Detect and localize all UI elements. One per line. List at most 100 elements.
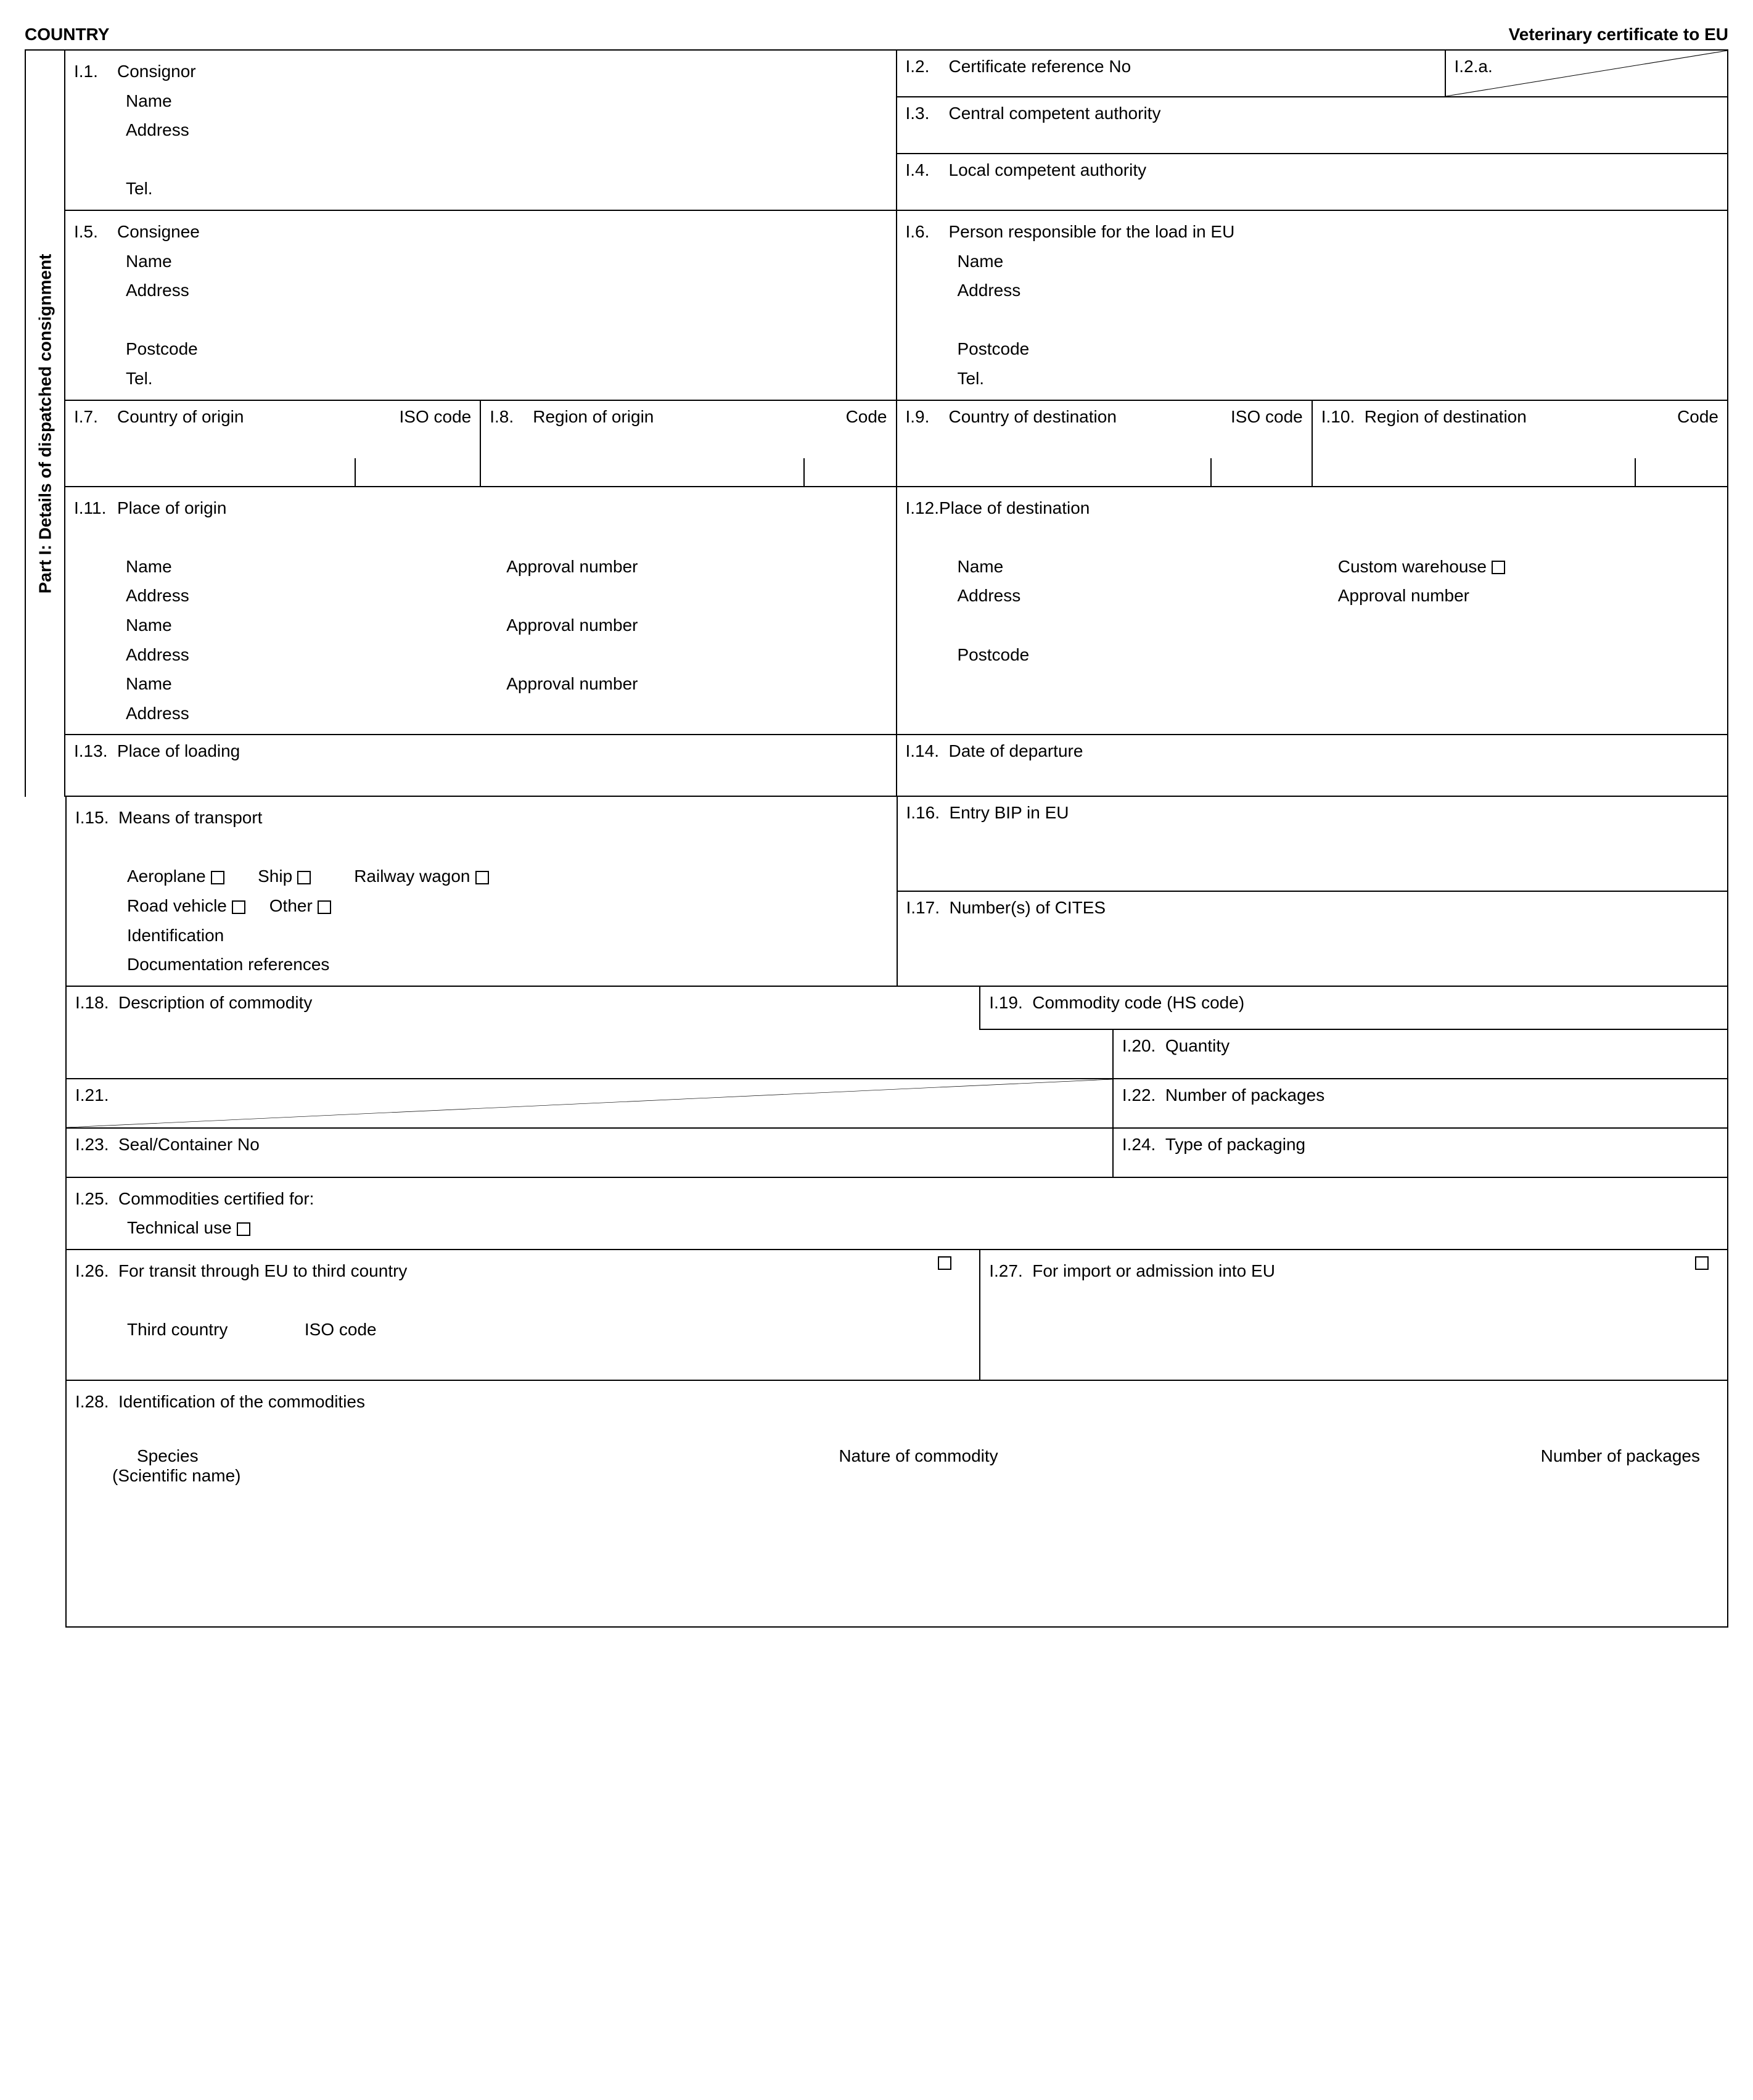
header-row: COUNTRY Veterinary certificate to EU bbox=[25, 25, 1728, 44]
field-i16: I.16.Entry BIP in EU bbox=[898, 797, 1729, 892]
i11-approv2: Approval number bbox=[506, 611, 887, 640]
i1-tel: Tel. bbox=[74, 174, 887, 204]
i3-title: Central competent authority bbox=[949, 104, 1161, 123]
i27-cb[interactable] bbox=[1695, 1256, 1709, 1270]
i11-addr1: Address bbox=[74, 581, 887, 611]
field-i2a: I.2.a. bbox=[1446, 51, 1728, 97]
field-i18: I.18.Description of commodity bbox=[67, 987, 980, 1030]
field-i9: I.9. Country of destination ISO code bbox=[897, 401, 1313, 487]
i6-num: I.6. bbox=[906, 217, 949, 247]
field-i1: I.1.Consignor Name Address Tel. bbox=[65, 51, 897, 211]
i13-title: Place of loading bbox=[117, 741, 240, 760]
field-i22: I.22.Number of packages bbox=[1114, 1079, 1728, 1129]
part1-sidebar-text: Part I: Details of dispatched consignmen… bbox=[35, 254, 55, 594]
i28-nature: Nature of commodity bbox=[658, 1446, 1179, 1486]
i26-third: Third country bbox=[127, 1320, 228, 1339]
field-i18-body bbox=[67, 1030, 1114, 1079]
i11-title: Place of origin bbox=[117, 498, 226, 517]
field-i24: I.24.Type of packaging bbox=[1114, 1129, 1728, 1178]
part1-sidebar: Part I: Details of dispatched consignmen… bbox=[26, 51, 65, 797]
i6-postcode: Postcode bbox=[906, 334, 1719, 364]
i27-title: For import or admission into EU bbox=[1032, 1256, 1690, 1286]
i21-diagonal bbox=[67, 1079, 1112, 1127]
i2-num: I.2. bbox=[906, 57, 949, 76]
i26-num: I.26. bbox=[75, 1256, 118, 1286]
i18-title: Description of commodity bbox=[118, 993, 312, 1012]
i15-ship-cb[interactable] bbox=[297, 871, 311, 884]
i12-name: Name bbox=[958, 552, 1338, 582]
i5-num: I.5. bbox=[74, 217, 117, 247]
i12-custom: Custom warehouse bbox=[1338, 557, 1487, 576]
i6-tel: Tel. bbox=[906, 364, 1719, 393]
i8-title: Region of origin bbox=[533, 407, 654, 426]
i24-num: I.24. bbox=[1122, 1135, 1165, 1155]
i26-cb[interactable] bbox=[938, 1256, 951, 1270]
i1-address: Address bbox=[74, 115, 887, 145]
field-i8: I.8.Region of origin Code bbox=[481, 401, 897, 487]
i22-title: Number of packages bbox=[1165, 1085, 1324, 1105]
i18-num: I.18. bbox=[75, 993, 118, 1013]
field-i23: I.23.Seal/Container No bbox=[67, 1129, 1114, 1178]
field-i21: I.21. bbox=[67, 1079, 1114, 1129]
i25-title: Commodities certified for: bbox=[118, 1189, 314, 1208]
i8-num: I.8. bbox=[490, 407, 533, 427]
i25-num: I.25. bbox=[75, 1184, 118, 1214]
i26-iso: ISO code bbox=[305, 1320, 377, 1339]
i4-num: I.4. bbox=[906, 160, 949, 180]
i9-title: Country of destination bbox=[949, 407, 1231, 427]
i13-num: I.13. bbox=[74, 741, 117, 761]
field-i5: I.5.Consignee Name Address Postcode Tel. bbox=[65, 211, 897, 401]
i24-title: Type of packaging bbox=[1165, 1135, 1305, 1154]
i20-title: Quantity bbox=[1165, 1036, 1230, 1055]
i15-road: Road vehicle bbox=[127, 896, 227, 915]
i10-title: Region of destination bbox=[1365, 407, 1677, 427]
field-i15: I.15.Means of transport Aeroplane Ship R… bbox=[67, 797, 898, 987]
i8-code: Code bbox=[846, 407, 887, 427]
field-i19: I.19.Commodity code (HS code) bbox=[980, 987, 1728, 1030]
i1-title: Consignor bbox=[117, 62, 196, 81]
i9-iso: ISO code bbox=[1231, 407, 1303, 427]
i15-aeroplane-cb[interactable] bbox=[211, 871, 224, 884]
i11-name3: Name bbox=[126, 669, 506, 699]
i1-name: Name bbox=[74, 86, 887, 116]
field-i20: I.20.Quantity bbox=[1114, 1030, 1728, 1079]
i15-aeroplane: Aeroplane bbox=[127, 867, 206, 886]
i15-railway-cb[interactable] bbox=[475, 871, 489, 884]
i15-railway: Railway wagon bbox=[354, 867, 470, 886]
field-i12: I.12.Place of destination NameCustom war… bbox=[897, 487, 1729, 736]
i25-tech-cb[interactable] bbox=[237, 1222, 250, 1236]
i15-road-cb[interactable] bbox=[232, 900, 245, 914]
i11-approv3: Approval number bbox=[506, 669, 887, 699]
i4-title: Local competent authority bbox=[949, 160, 1147, 179]
i2-title: Certificate reference No bbox=[949, 57, 1131, 76]
i15-ident: Identification bbox=[75, 921, 888, 950]
field-i7: I.7.Country of origin ISO code bbox=[65, 401, 481, 487]
i15-title: Means of transport bbox=[118, 808, 262, 827]
field-i10: I.10. Region of destination Code bbox=[1313, 401, 1728, 487]
i6-title: Person responsible for the load in EU bbox=[949, 222, 1235, 241]
i3-num: I.3. bbox=[906, 104, 949, 123]
i28-sci: (Scientific name) bbox=[112, 1466, 658, 1486]
i5-address: Address bbox=[74, 276, 887, 305]
i5-name: Name bbox=[74, 247, 887, 276]
i6-name: Name bbox=[906, 247, 1719, 276]
i11-name1: Name bbox=[126, 552, 506, 582]
i19-num: I.19. bbox=[989, 993, 1032, 1013]
i19-title: Commodity code (HS code) bbox=[1032, 993, 1244, 1012]
part1-lower: I.15.Means of transport Aeroplane Ship R… bbox=[65, 797, 1728, 1628]
i11-num: I.11. bbox=[74, 493, 117, 523]
i5-postcode: Postcode bbox=[74, 334, 887, 364]
field-i14: I.14.Date of departure bbox=[897, 735, 1729, 797]
i6-address: Address bbox=[906, 276, 1719, 305]
i15-other-cb[interactable] bbox=[318, 900, 331, 914]
i28-species: Species bbox=[137, 1446, 658, 1466]
i10-code: Code bbox=[1677, 407, 1718, 427]
header-left: COUNTRY bbox=[25, 25, 109, 44]
i11-addr2: Address bbox=[74, 640, 887, 670]
i11-addr3: Address bbox=[74, 699, 887, 728]
i28-packages: Number of packages bbox=[1179, 1446, 1718, 1486]
i5-tel: Tel. bbox=[74, 364, 887, 393]
i15-num: I.15. bbox=[75, 803, 118, 833]
i28-title: Identification of the commodities bbox=[118, 1392, 365, 1411]
i12-custom-checkbox[interactable] bbox=[1492, 561, 1505, 574]
